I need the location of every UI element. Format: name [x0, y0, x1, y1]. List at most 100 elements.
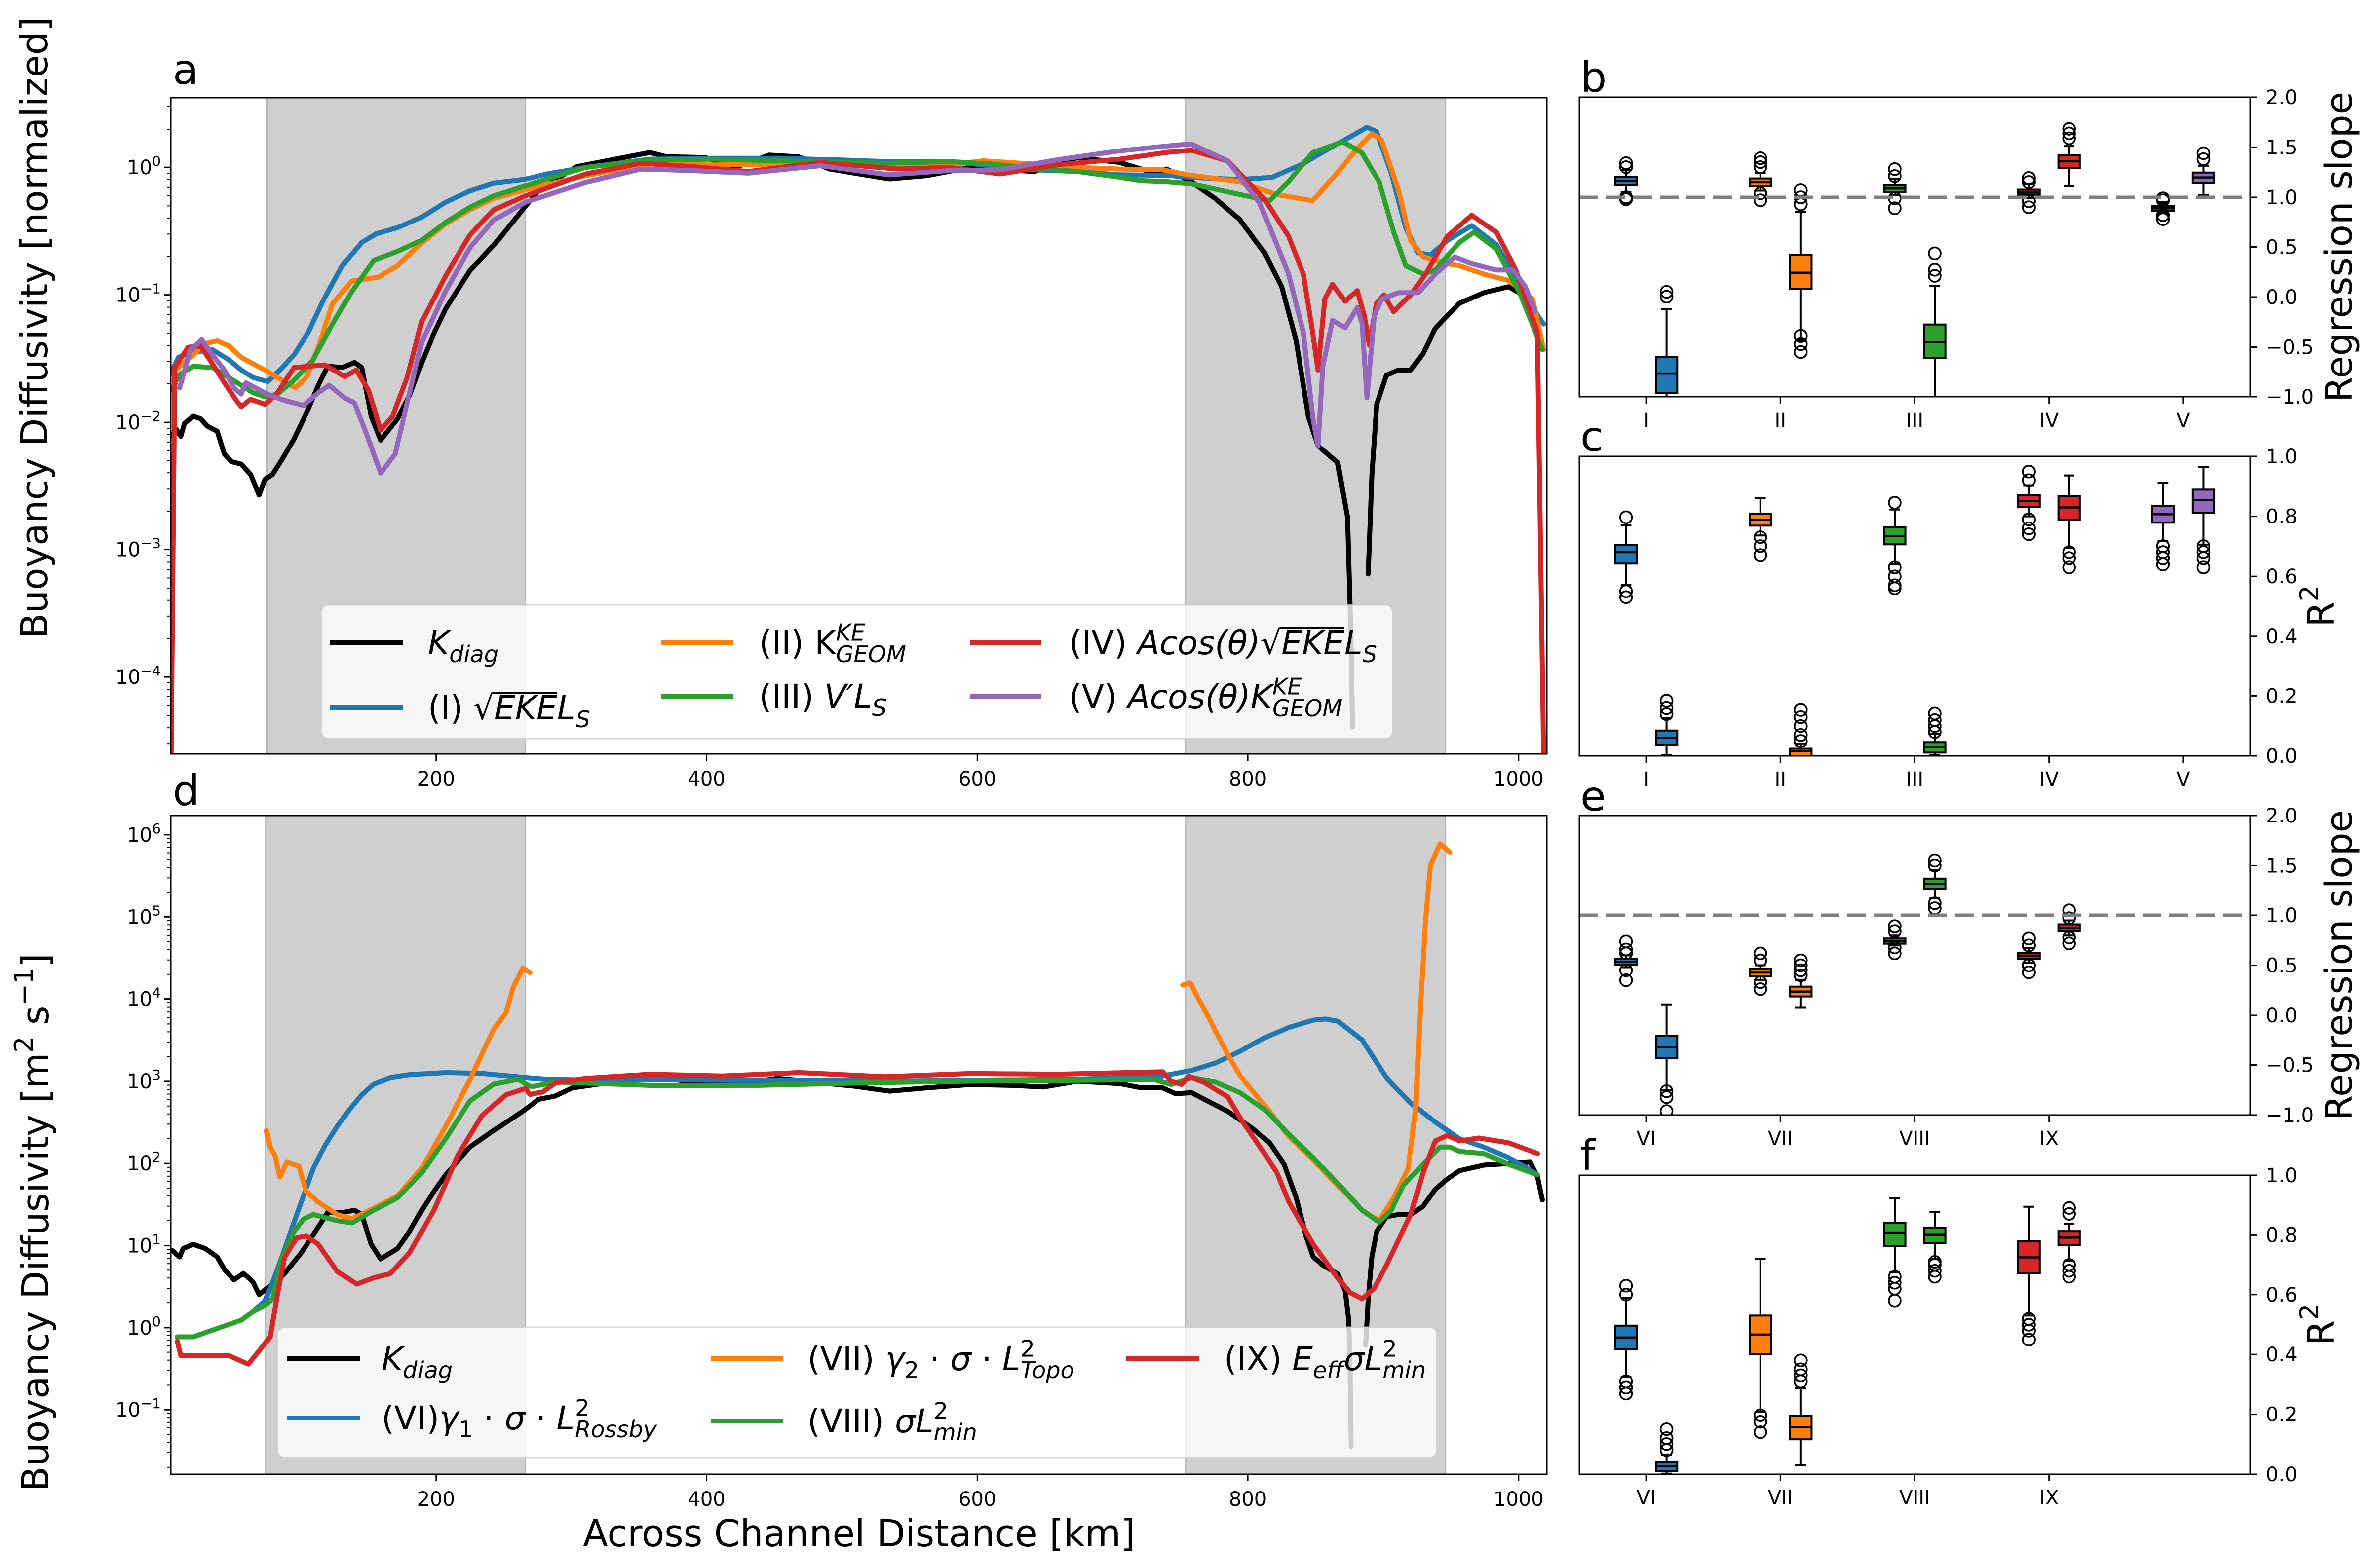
legend-label-gamma1-sigma-lrossby: (VI)γ1 · σ · L2 Rossby — [382, 1394, 657, 1443]
flier — [1928, 269, 1942, 283]
box-V-left — [2151, 482, 2175, 571]
x-tick-label: IX — [2039, 1127, 2059, 1150]
y-tick-label: 0.5 — [2266, 955, 2297, 977]
series-line-eeff-sigma-lmin — [175, 1069, 1540, 1367]
y-tick-label: 0.0 — [2266, 286, 2297, 309]
flier — [1928, 246, 1942, 261]
y-tick-label: −1.0 — [2266, 1104, 2314, 1127]
y-axis-label: Regression slope — [2318, 810, 2361, 1120]
legend-item-sqrt-eke-ls: (I) √EKELS — [330, 689, 590, 733]
flier — [1659, 1084, 1674, 1098]
series-line-acos-k-geom-ke — [177, 142, 1538, 476]
x-tick-label: VI — [1637, 1127, 1656, 1150]
flier — [2022, 521, 2036, 535]
box-VII-right — [1789, 953, 1813, 1009]
flier — [2022, 938, 2036, 953]
flier — [1754, 975, 1767, 989]
flier — [1794, 337, 1808, 351]
flier — [1619, 1386, 1633, 1401]
flier — [2022, 200, 2036, 214]
legend-label-gamma2-sigma-ltopo-part: 2 — [905, 1357, 919, 1384]
flier — [2022, 473, 2036, 487]
box-IV-right — [2057, 474, 2081, 574]
flier — [1794, 329, 1808, 343]
flier — [1794, 963, 1808, 977]
x-axis-label: Across Channel Distance [km] — [583, 1512, 1135, 1555]
y-tick-label: 1.0 — [2266, 904, 2297, 927]
flier — [2156, 208, 2170, 222]
box-VII-right — [1789, 1353, 1813, 1466]
box-group — [1614, 465, 2216, 756]
box-IX-left — [2017, 931, 2041, 979]
flier — [2062, 551, 2076, 565]
legend-label-gamma1-sigma-lrossby-part: σ — [505, 1399, 527, 1437]
x-tick-label: 600 — [958, 1488, 996, 1511]
box-body — [1614, 544, 1638, 565]
y-tick-label: 2.0 — [2266, 805, 2297, 827]
y-tick-label: 101 — [127, 1231, 161, 1258]
legend-label-gamma2-sigma-ltopo-part: · — [971, 1340, 1002, 1378]
y-tick-label: 0.0 — [2266, 745, 2297, 768]
flier — [1888, 1294, 1902, 1308]
legend-label-k-diag-part: K — [428, 624, 452, 662]
legend-label-gamma2-sigma-ltopo: (VII) γ2 · σ · L2 Topo — [807, 1335, 1074, 1384]
legend-label-gamma1-sigma-lrossby-part: · — [525, 1399, 556, 1437]
box-II-left — [1749, 497, 1772, 562]
y-tick-label-exponent: 3 — [152, 1067, 161, 1083]
legend-label-acos-k-geom-ke: (V) Acos(θ)KKE GEOM — [1069, 673, 1342, 722]
panel-label: f — [1580, 1131, 1596, 1180]
legend-label-k-diag-part: diag — [449, 641, 499, 668]
legend-label-sqrt-eke-ls-part: L — [557, 689, 576, 727]
flier — [1619, 160, 1633, 174]
flier — [1888, 496, 1902, 510]
legend-item-k-diag: Kdiag — [330, 624, 499, 668]
box-V-right — [2191, 466, 2216, 574]
y-tick-label: 105 — [127, 902, 161, 929]
y-tick-label: 0.0 — [2266, 1004, 2297, 1027]
legend-label-gamma1-sigma-lrossby-part: (VI) — [382, 1399, 439, 1437]
flier — [1659, 701, 1674, 715]
y-axis-label-normalized: Buoyancy Diffusivity [normalized] — [13, 17, 56, 638]
flier — [1794, 719, 1808, 733]
legend-label-sigma-lmin-part: min — [934, 1419, 977, 1446]
legend-label-eeff-sigma-lmin-part: E — [1292, 1340, 1313, 1378]
box-VIII-right — [1923, 1211, 1947, 1284]
y-tick-label: 0.4 — [2266, 1344, 2297, 1366]
box-II-right — [1789, 183, 1813, 359]
y-tick-label: 1.5 — [2266, 855, 2297, 878]
flier — [2196, 560, 2211, 574]
x-tick-label: V — [2176, 768, 2190, 791]
box-IV-left — [2017, 171, 2041, 214]
flier — [2022, 171, 2036, 185]
y-axis-label: Regression slope — [2318, 92, 2361, 402]
y-tick-label: 0.0 — [2266, 1463, 2297, 1486]
box-group — [1579, 122, 2250, 397]
y-tick-label: 10−4 — [115, 663, 161, 689]
x-tick-label: 200 — [417, 1488, 455, 1511]
y-tick-label-base: 10 — [115, 666, 141, 689]
flier — [1754, 530, 1767, 544]
box-group — [1614, 1197, 2081, 1474]
plot-area — [1579, 456, 2250, 756]
flier — [1754, 186, 1767, 200]
legend-label-gamma2-sigma-ltopo-part: γ — [885, 1340, 906, 1378]
legend-label-eeff-sigma-lmin: (IX) EeffσL2 min — [1224, 1335, 1426, 1384]
x-tick-label: III — [1906, 768, 1923, 791]
y-tick-label-exponent: 0 — [152, 153, 161, 169]
y-axis-label-part: R — [2300, 601, 2343, 627]
axes-frame — [170, 815, 1548, 1475]
box-VIII-left — [1883, 919, 1907, 961]
flier — [2156, 193, 2170, 207]
y-tick-label-exponent: −1 — [141, 281, 161, 297]
y-tick-label: 10−2 — [115, 408, 161, 434]
y-tick-label: 104 — [127, 985, 161, 1011]
panel-label: e — [1580, 772, 1606, 821]
x-tick-label: 1000 — [1493, 768, 1544, 791]
box-II-left — [1749, 151, 1772, 207]
flier — [2022, 175, 2036, 189]
flier — [1659, 290, 1674, 304]
legend-label-acos-sqrt-eke-ls: (IV) Acos(θ)√EKELS — [1069, 624, 1377, 668]
flier — [1659, 1104, 1674, 1115]
legend-label-k-diag: Kdiag — [428, 624, 499, 668]
